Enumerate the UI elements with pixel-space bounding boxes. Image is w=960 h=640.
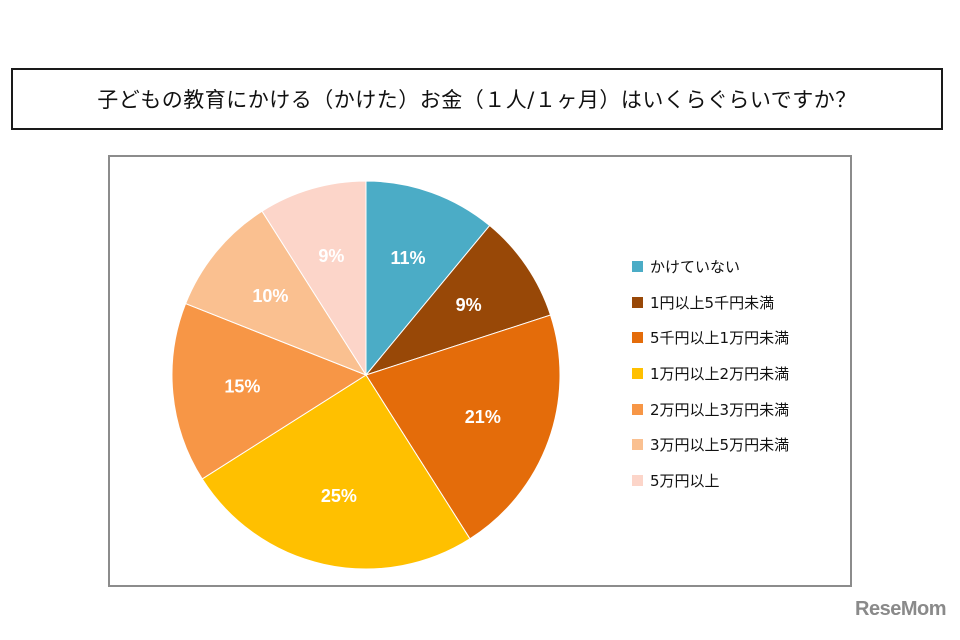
pie-slice-5 [171,302,368,480]
legend-label-3: 5千円以上1万円未満 [650,329,790,348]
pie-slice-6 [184,210,368,377]
legend: かけていない 1円以上5千円未満 5千円以上1万円未満 1万円以上2万円未満 2万円以上… [632,249,789,498]
legend-swatch-7 [632,474,643,486]
legend-label-2: 1円以上5千円未満 [650,293,775,312]
legend-label-4: 1万円以上2万円未満 [650,365,790,384]
legend-item-3: 5千円以上1万円未満 [632,320,789,356]
pie-slice-label-6: 10% [252,286,288,306]
legend-swatch-5 [632,403,643,415]
legend-item-6: 3万円以上5万円未満 [632,427,789,463]
pie-slice-1 [365,180,491,377]
legend-swatch-4 [632,368,643,380]
chart-title-box: 子どもの教育にかける（かけた）お金（１人/１ヶ月）はいくらぐらいですか？ [11,68,943,130]
legend-item-2: 1円以上5千円未満 [632,285,789,321]
pie-chart: 11% 9% 21% 25% 15% 10% 9% [171,180,561,570]
chart-title: 子どもの教育にかける（かけた）お金（１人/１ヶ月）はいくらぐらいですか？ [97,88,857,112]
pie-slice-label-2: 9% [456,295,482,315]
pie-slice-label-4: 25% [321,486,357,506]
legend-item-4: 1万円以上2万円未満 [632,356,789,392]
legend-label-7: 5万円以上 [650,471,720,490]
resemom-logo: ReseMom [855,598,946,620]
legend-label-1: かけていない [650,258,741,277]
pie-slice-label-7: 9% [318,246,344,266]
legend-swatch-1 [632,261,643,273]
pie-slice-2 [364,224,552,377]
pie-slice-3 [365,314,561,540]
legend-item-7: 5万円以上 [632,463,789,499]
pie-slice-7 [261,180,367,377]
legend-swatch-6 [632,439,643,451]
pie-slice-label-5: 15% [224,377,260,397]
legend-swatch-3 [632,332,643,344]
pie-slice-label-3: 21% [465,407,501,427]
legend-item-1: かけていない [632,249,789,285]
legend-label-6: 3万円以上5万円未満 [650,436,790,455]
pie-slice-4 [201,374,471,570]
legend-item-5: 2万円以上3万円未満 [632,391,789,427]
legend-label-5: 2万円以上3万円未満 [650,400,790,419]
pie-slice-label-1: 11% [391,248,426,268]
chart-frame: 11% 9% 21% 25% 15% 10% 9% かけていない 1円以上5千円未満 5千円以上… [108,155,852,587]
legend-swatch-2 [632,296,643,308]
